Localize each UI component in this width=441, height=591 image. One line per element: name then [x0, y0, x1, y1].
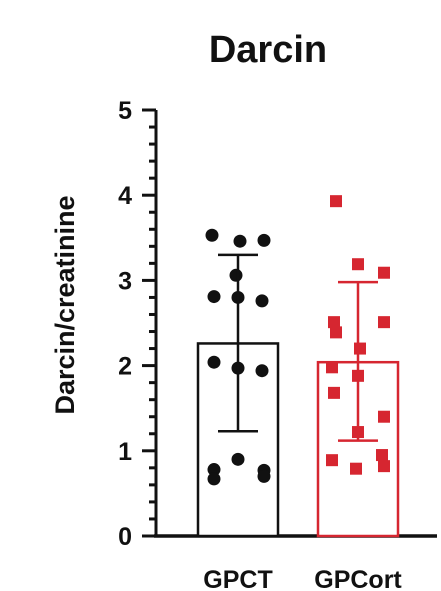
- x-category-label: GPCT: [203, 566, 272, 591]
- y-axis-label: Darcin/creatinine: [50, 195, 80, 414]
- y-axis-ticks: 0 1 2 3 4 5: [118, 97, 156, 551]
- y-tick-label: 1: [118, 438, 132, 466]
- error-bar-gpcort: [338, 280, 378, 442]
- data-point-gpcort: [354, 342, 366, 355]
- error-bars: [218, 253, 378, 442]
- data-point-gpct: [255, 364, 269, 378]
- y-tick-label: 0: [118, 523, 132, 551]
- data-point-gpct: [207, 355, 221, 369]
- data-point-gpcort: [330, 195, 342, 208]
- data-point-gpcort: [350, 462, 362, 475]
- data-point-gpct: [207, 463, 221, 477]
- data-point-gpcort: [352, 258, 364, 271]
- data-point-gpcort: [378, 266, 390, 279]
- data-point-gpct: [229, 268, 243, 282]
- data-point-gpcort: [378, 410, 390, 423]
- data-point-gpct: [255, 294, 269, 308]
- data-point-gpct: [233, 234, 247, 248]
- x-category-label: GPCort: [314, 566, 402, 591]
- data-point-gpct: [257, 469, 271, 483]
- y-tick-label: 2: [118, 353, 132, 381]
- data-point-gpcort: [328, 386, 340, 399]
- data-point-gpct: [207, 290, 221, 304]
- y-tick-label: 4: [118, 182, 132, 210]
- y-tick-label: 5: [118, 97, 132, 125]
- data-point-gpcort: [326, 454, 338, 467]
- data-point-gpcort: [330, 326, 342, 339]
- data-point-gpct: [205, 228, 219, 242]
- data-point-gpcort: [378, 316, 390, 329]
- data-point-gpct: [207, 472, 221, 486]
- data-point-gpcort: [376, 449, 388, 462]
- data-point-gpcort: [378, 460, 390, 473]
- data-points: [205, 195, 390, 486]
- error-bar-gpct: [218, 253, 258, 433]
- category-labels: GPCT GPCort: [203, 566, 402, 591]
- data-point-gpct: [257, 233, 271, 247]
- data-point-gpct: [231, 452, 245, 466]
- data-point-gpcort: [328, 316, 340, 329]
- y-tick-label: 3: [118, 267, 132, 295]
- data-point-gpcort: [326, 361, 338, 374]
- chart-title: Darcin: [209, 29, 327, 71]
